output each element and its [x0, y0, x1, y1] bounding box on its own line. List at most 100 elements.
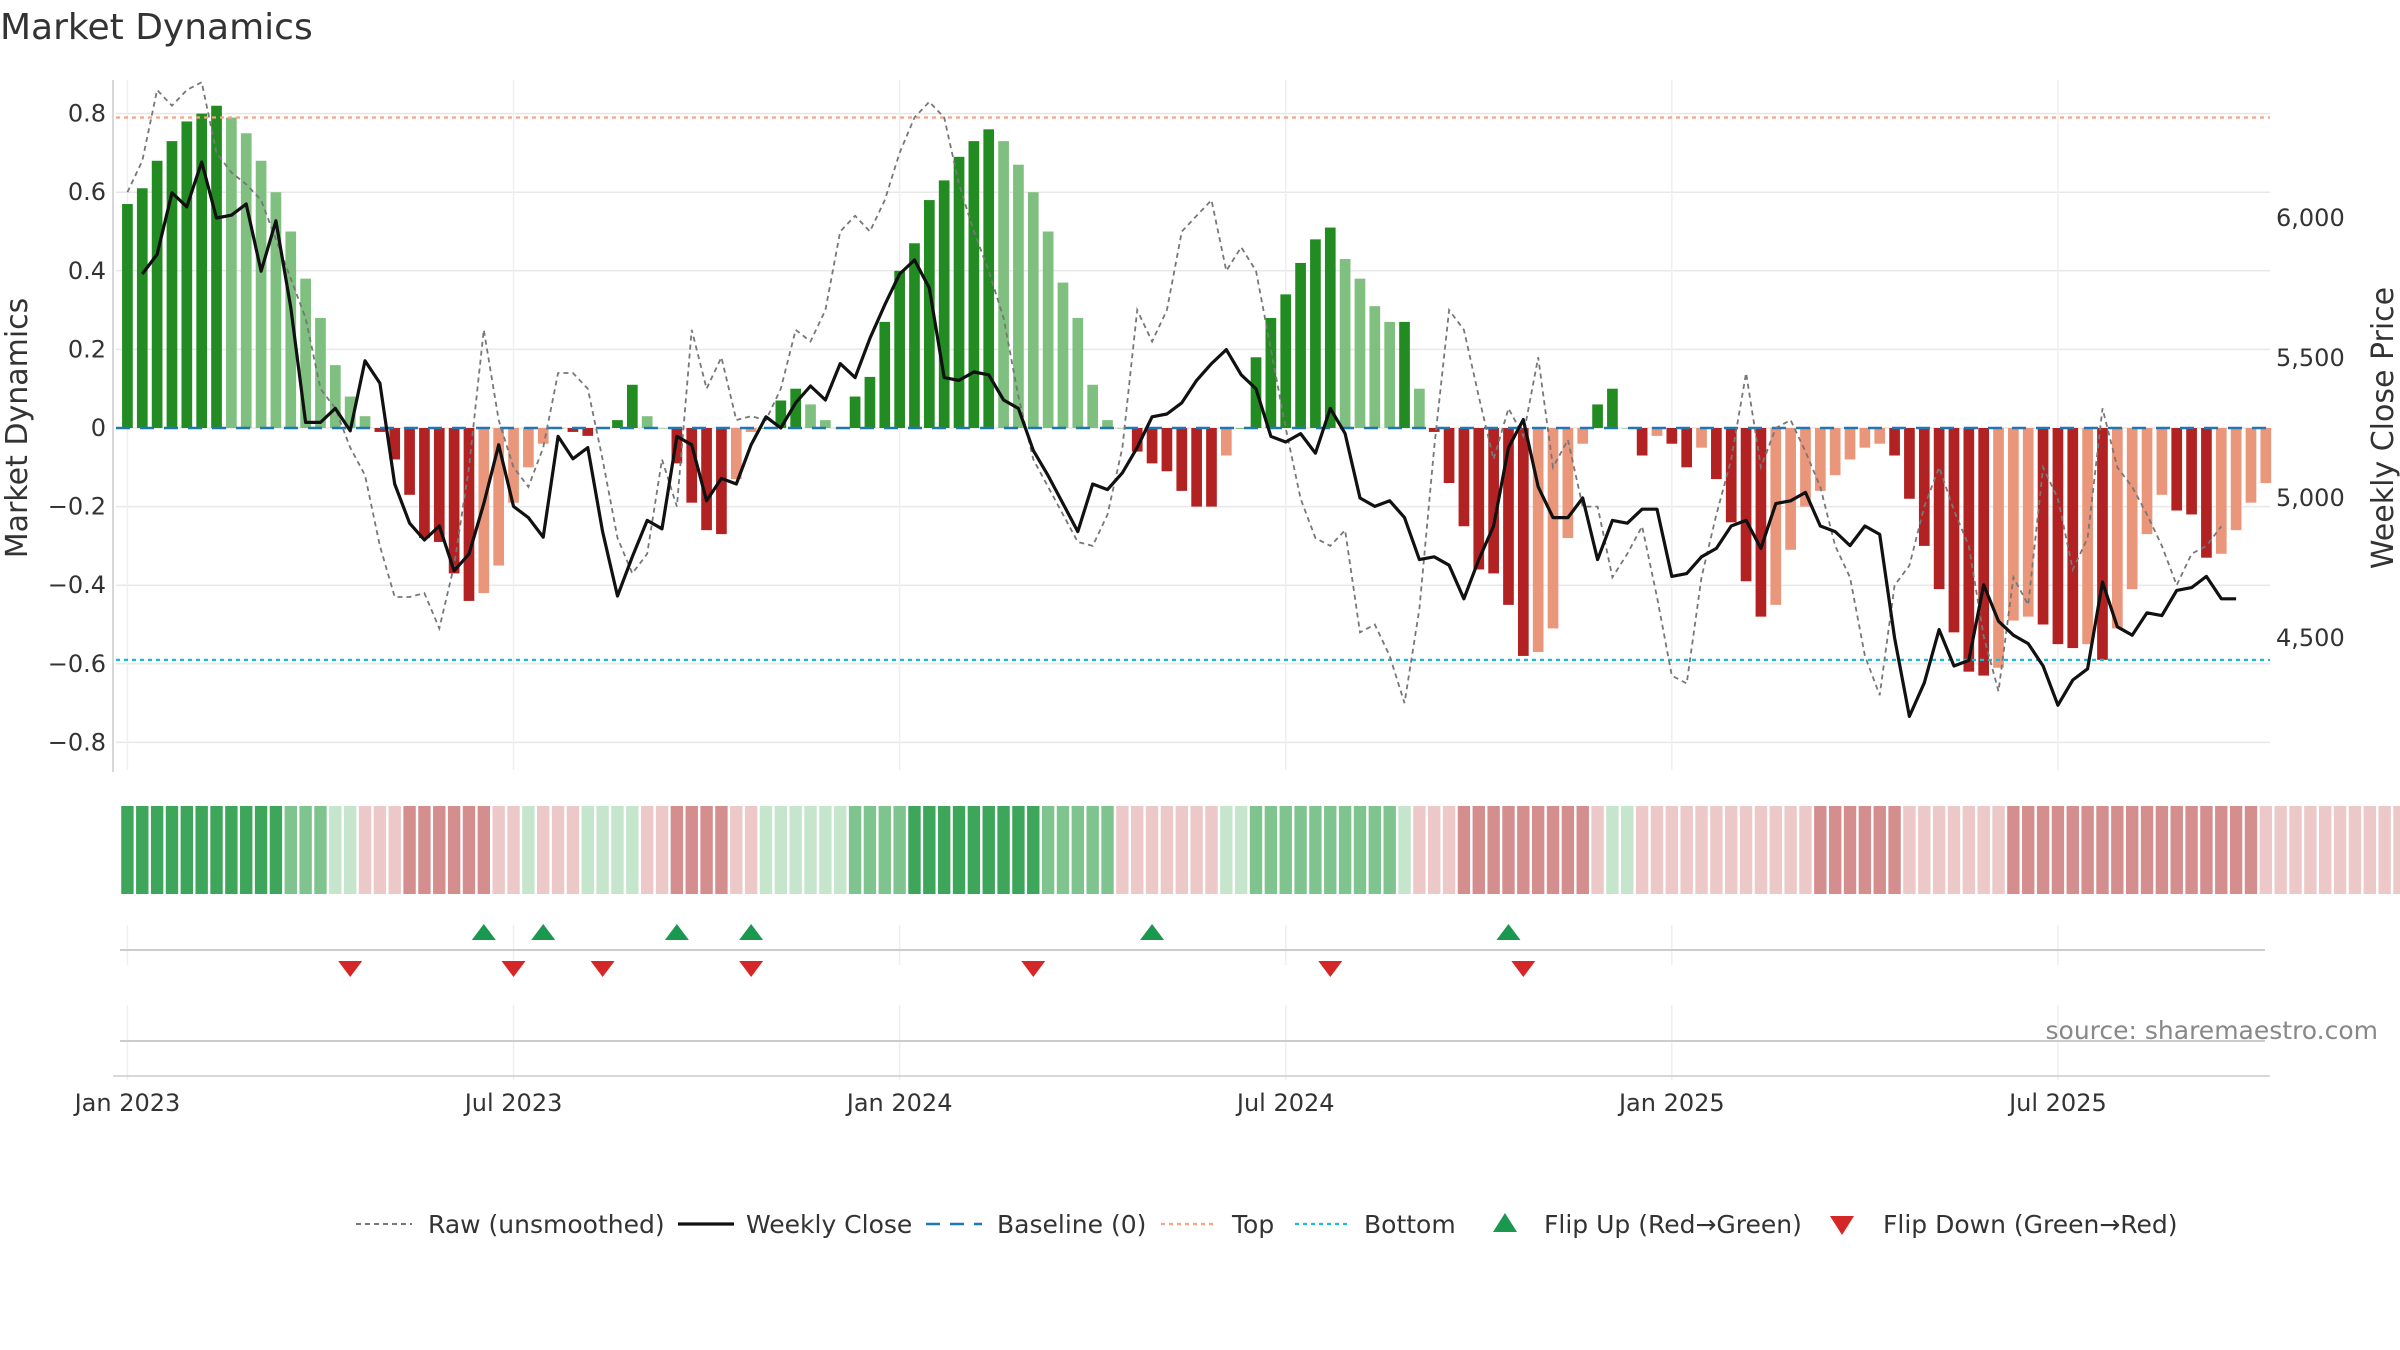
dynamics-bar [1874, 428, 1886, 444]
regime-cell [1457, 806, 1471, 894]
regime-cell [2274, 806, 2287, 894]
dynamics-bar [1503, 428, 1514, 605]
dynamics-bar [1324, 227, 1336, 428]
flip-down-marker [338, 961, 363, 977]
dynamics-bar [1087, 384, 1099, 428]
regime-cell [1517, 806, 1530, 894]
dynamics-bar [270, 192, 282, 428]
regime-cell [596, 806, 609, 894]
regime-cell [373, 806, 387, 894]
dynamics-bar [240, 133, 252, 428]
regime-cell [1086, 806, 1099, 894]
regime-cell [566, 806, 580, 894]
dynamics-bar [2260, 428, 2272, 484]
regime-cell [1650, 806, 1664, 894]
dynamics-bar [849, 396, 861, 428]
regime-cell [1769, 806, 1782, 894]
regime-cell [1947, 806, 1961, 894]
regime-cell [1190, 806, 1203, 894]
regime-cell [1428, 806, 1441, 894]
regime-cell [358, 806, 372, 894]
regime-cell [1591, 806, 1604, 894]
regime-cell [1101, 806, 1114, 894]
regime-cell [1502, 806, 1515, 894]
regime-cell [1205, 806, 1218, 894]
regime-cell [774, 806, 788, 894]
dynamics-bar [1844, 428, 1856, 460]
regime-cell [626, 806, 639, 894]
dynamics-bar [1354, 278, 1366, 428]
legend-swatch-flip-down [1830, 1216, 1854, 1235]
regime-cell [1116, 806, 1129, 894]
regime-cell [2111, 806, 2124, 894]
regime-cell [1027, 806, 1040, 894]
regime-cell [1888, 806, 1901, 894]
dynamics-bar [1681, 428, 1693, 468]
regime-cell [715, 806, 728, 894]
dynamics-bar [1547, 428, 1559, 629]
legend: Raw (unsmoothed) Weekly Close Baseline (0)… [356, 1210, 2178, 1239]
dynamics-bar [2097, 428, 2108, 660]
regime-cell [1175, 806, 1188, 894]
regime-cell [967, 806, 981, 894]
regime-cell [1413, 806, 1426, 894]
regime-cell [433, 806, 446, 894]
source-note: source: sharemaestro.com [2046, 1016, 2379, 1045]
regime-cell [1220, 806, 1233, 894]
dynamics-bar [1220, 428, 1232, 456]
dynamics-bar [1651, 428, 1663, 436]
regime-cell [937, 806, 951, 894]
regime-cell [2140, 806, 2154, 894]
flip-up-marker [1496, 924, 1521, 940]
dynamics-bar [775, 400, 787, 428]
dynamics-bar [923, 200, 935, 428]
dynamics-bar [983, 129, 995, 428]
regime-cell [878, 806, 891, 894]
right-axis-label: Weekly Close Price [2366, 287, 2400, 569]
dynamics-bar [2008, 428, 2019, 621]
dynamics-bar [1042, 231, 1054, 428]
dynamics-bar [419, 428, 430, 539]
dynamics-bar [1117, 428, 1128, 429]
regime-cell [2200, 806, 2213, 894]
dynamics-bar [567, 428, 579, 432]
dynamics-bar [196, 113, 208, 428]
dynamics-bars [122, 105, 2272, 676]
regime-cell [1531, 806, 1545, 894]
dynamics-bar [537, 428, 549, 444]
dynamics-bar [1904, 428, 1915, 499]
left-tick-label: −0.2 [48, 493, 106, 521]
regime-cell [2319, 806, 2332, 894]
dynamics-bar [909, 243, 920, 428]
dynamics-bar [122, 203, 133, 428]
flip-down-marker [501, 961, 526, 977]
right-tick-label: 5,000 [2276, 484, 2345, 512]
dynamics-bar [1102, 420, 1113, 428]
regime-cell [1799, 806, 1812, 894]
dynamics-bar [1443, 428, 1455, 484]
right-tick-label: 5,500 [2276, 344, 2345, 372]
dynamics-bar [344, 396, 356, 428]
left-tick-label: 0 [91, 414, 106, 442]
dynamics-bar [894, 270, 905, 428]
regime-cell [2081, 806, 2094, 894]
regime-cell [2259, 806, 2273, 894]
dynamics-bar [285, 231, 297, 428]
regime-cell [195, 806, 208, 894]
regime-cell [730, 806, 743, 894]
regime-cell [1858, 806, 1872, 894]
left-axis-label: Market Dynamics [0, 298, 35, 559]
regime-cell [1279, 806, 1292, 894]
regime-cell [655, 806, 669, 894]
dynamics-bar [805, 404, 816, 428]
dynamics-bar [1621, 428, 1633, 429]
regime-cell [2096, 806, 2109, 894]
regime-cell [789, 806, 802, 894]
reference-lines [116, 116, 2270, 661]
dynamics-bar [1488, 428, 1499, 574]
left-tick-label: −0.8 [48, 728, 106, 756]
regime-cell [2185, 806, 2198, 894]
regime-cell [908, 806, 921, 894]
regime-cell [804, 806, 817, 894]
dynamics-bar [953, 156, 965, 428]
